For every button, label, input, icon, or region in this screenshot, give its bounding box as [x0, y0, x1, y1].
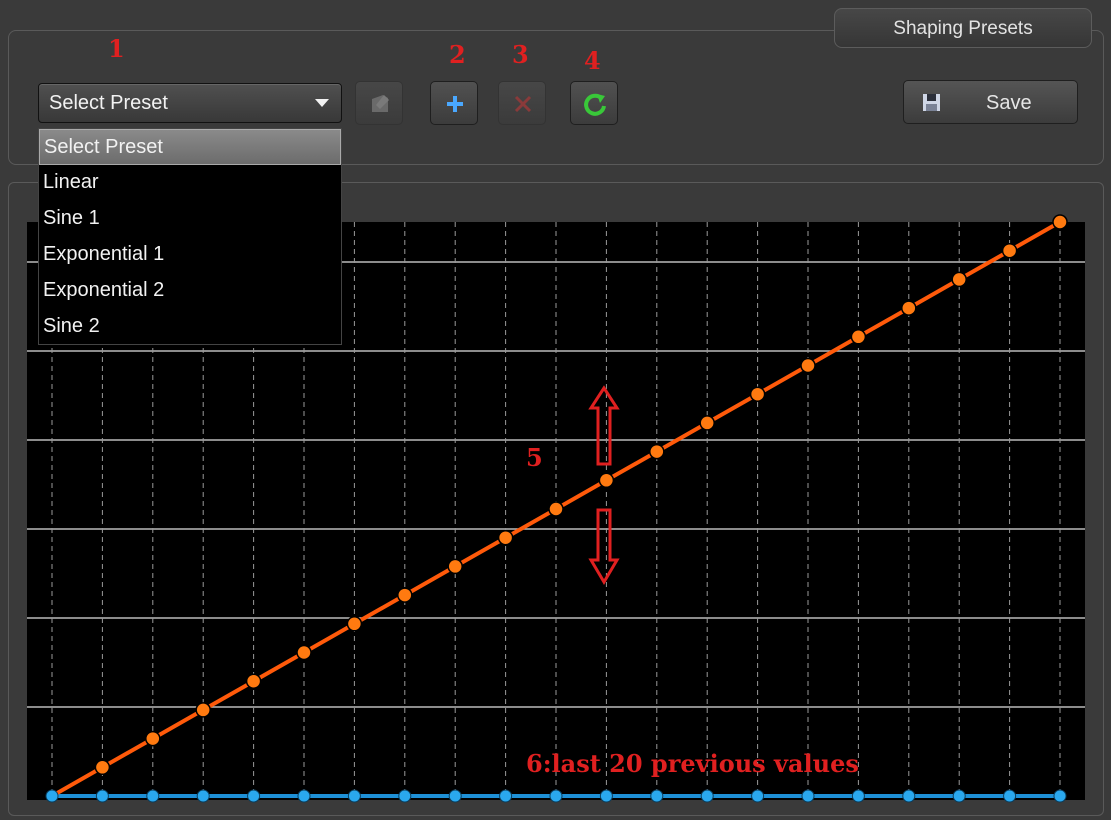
curve-point[interactable]	[447, 558, 463, 575]
curve-point[interactable]	[245, 673, 262, 689]
baseline-point	[347, 789, 361, 803]
curve-point[interactable]	[598, 472, 615, 489]
baseline-point	[801, 789, 815, 803]
curve-point[interactable]	[145, 730, 161, 747]
curve-point[interactable]	[497, 529, 514, 546]
callout-5: 5	[526, 443, 543, 472]
baseline-point	[448, 789, 462, 803]
curve-point[interactable]	[397, 587, 413, 603]
baseline-point	[549, 789, 563, 803]
baseline-point	[599, 789, 613, 803]
dropdown-item[interactable]: Select Preset	[39, 129, 341, 165]
edit-icon	[372, 95, 389, 112]
dropdown-item[interactable]: Sine 2	[43, 315, 100, 337]
add-preset-button[interactable]	[430, 81, 478, 125]
baseline-point	[247, 789, 261, 803]
arrow-up-icon	[588, 385, 620, 466]
baseline-point	[45, 789, 59, 803]
preset-select-value: Select Preset	[49, 92, 168, 114]
curve-point[interactable]	[649, 443, 665, 460]
curve-point[interactable]	[94, 759, 111, 776]
shaping-presets-tab[interactable]: Shaping Presets	[834, 8, 1092, 48]
callout-1: 1	[108, 34, 125, 63]
callout-4: 4	[584, 46, 601, 75]
baseline-point	[1053, 789, 1067, 803]
series-baseline-points	[45, 789, 1067, 803]
arrow-down-icon	[588, 508, 620, 585]
baseline-point	[700, 789, 714, 803]
baseline-point	[952, 789, 966, 803]
curve-point[interactable]	[951, 271, 967, 288]
baseline-point	[851, 789, 865, 803]
floppy-disk-icon	[923, 94, 940, 111]
reset-preset-button[interactable]	[570, 81, 618, 125]
preset-dropdown-list: Select Preset Linear Sine 1 Exponential 1 Ex…	[38, 128, 342, 345]
close-icon	[514, 95, 532, 113]
chevron-down-icon	[315, 99, 329, 107]
baseline-point	[95, 789, 109, 803]
baseline-point	[398, 789, 412, 803]
refresh-icon	[584, 93, 606, 116]
dropdown-item[interactable]: Linear	[43, 171, 99, 193]
baseline-point	[902, 789, 916, 803]
baseline-point	[297, 789, 311, 803]
curve-point[interactable]	[1001, 242, 1018, 259]
curve-point[interactable]	[296, 644, 312, 661]
callout-3: 3	[512, 40, 529, 69]
dropdown-item[interactable]: Sine 1	[43, 207, 100, 229]
curve-point[interactable]	[346, 616, 363, 632]
plus-icon	[447, 96, 463, 112]
curve-point[interactable]	[749, 386, 766, 402]
curve-point[interactable]	[1052, 214, 1068, 230]
curve-point[interactable]	[901, 300, 917, 316]
curve-point[interactable]	[850, 329, 867, 345]
dropdown-item[interactable]: Exponential 2	[43, 279, 165, 301]
baseline-point	[751, 789, 765, 803]
baseline-point	[146, 789, 160, 803]
baseline-point	[1003, 789, 1017, 803]
save-button[interactable]: Save	[903, 80, 1078, 124]
callout-2: 2	[449, 40, 466, 69]
edit-preset-button[interactable]	[355, 81, 403, 125]
curve-point[interactable]	[195, 702, 211, 718]
curve-point[interactable]	[800, 357, 816, 374]
save-button-label: Save	[986, 92, 1032, 114]
curve-point[interactable]	[548, 501, 564, 517]
grid-vertical-lines	[51, 222, 1061, 800]
baseline-point	[650, 789, 664, 803]
callout-6: 6:last 20 previous values	[526, 749, 859, 778]
delete-preset-button[interactable]	[498, 81, 546, 125]
preset-select[interactable]: Select Preset	[38, 83, 342, 123]
series-curve-points	[94, 214, 1068, 776]
baseline-point	[499, 789, 513, 803]
curve-point[interactable]	[699, 415, 715, 431]
dropdown-item[interactable]: Exponential 1	[43, 243, 165, 265]
baseline-point	[196, 789, 210, 803]
